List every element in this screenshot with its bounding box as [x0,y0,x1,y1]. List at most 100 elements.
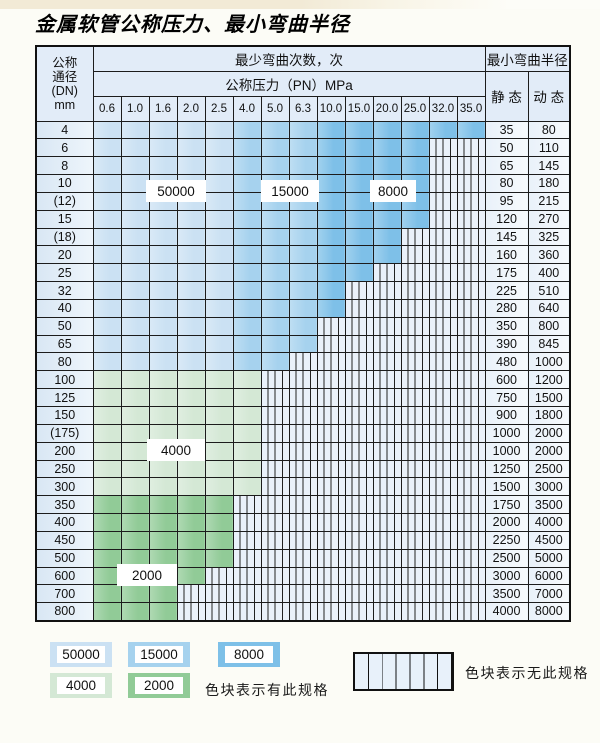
pn-cell-colored [204,388,234,407]
pn-cell-colored [176,566,206,586]
pn-cell-colored [148,495,178,515]
pn-cell-empty [316,441,346,461]
pn-cell-colored [148,298,178,318]
static-radius-cell: 390 [484,334,529,354]
pn-cell-colored [204,548,234,568]
pn-cell-colored [176,548,206,568]
dn-cell: 20 [35,245,94,265]
pn-cell-colored [148,477,178,497]
table-row: 150 900 1800 [35,406,571,425]
dn-header-line1: 公称 [52,55,78,70]
pn-cell-empty [456,477,486,497]
pn-cell-colored [372,138,402,158]
dn-cell: (18) [35,227,94,247]
legend-swatch-label: 50000 [57,646,105,663]
pn-cell-colored [232,174,262,193]
pn-cell-colored [92,120,122,140]
static-radius-cell: 2000 [484,513,529,532]
cycles-title-cell: 最少弯曲次数，次 [92,45,486,72]
legend-absent-swatch [353,652,454,691]
pn-cell-colored [176,227,206,247]
pn-cell-empty [204,566,234,586]
pressure-col-header: 35.0 [456,95,486,122]
pn-cell-empty [288,459,318,479]
dynamic-radius-cell: 270 [527,209,571,229]
dynamic-radius-cell: 1200 [527,370,571,390]
pn-cell-colored [232,388,262,407]
pn-cell-colored [148,548,178,568]
pn-cell-empty [400,370,430,390]
dynamic-radius-cell: 7000 [527,584,571,604]
pn-cell-empty [288,370,318,390]
pn-cell-colored [176,388,206,407]
pressure-col-header: 1.0 [120,95,150,122]
pn-cell-empty [372,281,402,300]
pn-cell-colored [288,281,318,300]
static-radius-cell: 80 [484,174,529,193]
pn-cell-colored [372,209,402,229]
dynamic-radius-cell: 180 [527,174,571,193]
pn-cell-colored [176,495,206,515]
pn-cell-empty [288,584,318,604]
pn-cell-empty [372,263,402,283]
pn-cell-empty [428,245,458,265]
pn-cell-empty [428,584,458,604]
pn-cell-colored [148,352,178,372]
pn-cell-empty [288,406,318,425]
table-row: (18) 145 325 [35,227,571,247]
dn-cell: 15 [35,209,94,229]
pn-cell-empty [456,530,486,550]
pn-cell-colored [92,334,122,354]
pn-cell-colored [176,370,206,390]
pn-cell-empty [344,298,374,318]
pn-cell-colored [288,245,318,265]
pn-cell-empty [400,352,430,372]
pn-cell-colored [120,459,150,479]
pressure-col-header: 2.0 [176,95,206,122]
pn-cell-empty [288,513,318,532]
pn-cell-empty [456,441,486,461]
pn-cell-colored [260,281,290,300]
pn-cell-colored [232,316,262,336]
pn-cell-colored [232,120,262,140]
static-radius-cell: 65 [484,156,529,176]
pn-cell-empty [372,566,402,586]
pn-cell-empty [316,513,346,532]
pn-cell-colored [316,209,346,229]
pn-cell-empty [260,548,290,568]
table-row: 800 4000 8000 [35,602,571,622]
pn-cell-colored [120,316,150,336]
pn-cell-colored [204,352,234,372]
pn-cell-empty [316,406,346,425]
pn-cell-empty [428,263,458,283]
pn-cell-empty [288,495,318,515]
pn-cell-empty [400,495,430,515]
pn-cell-empty [288,477,318,497]
dn-cell: 80 [35,352,94,372]
pn-cell-empty [456,388,486,407]
dn-cell: 250 [35,459,94,479]
table-row: 450 2250 4500 [35,530,571,550]
dynamic-radius-cell: 2000 [527,441,571,461]
pn-cell-colored [120,227,150,247]
pn-cell-empty [316,495,346,515]
pn-cell-colored [232,227,262,247]
pn-cell-colored [456,120,486,140]
dn-cell: 350 [35,495,94,515]
pn-cell-colored [232,477,262,497]
cycles-label-4000: 4000 [147,439,205,461]
dn-cell: 300 [35,477,94,497]
pn-cell-colored [316,227,346,247]
pn-cell-colored [148,138,178,158]
header-row-2: 公称压力（PN）MPa 静 态 动 态 [36,70,571,122]
pn-cell-colored [288,138,318,158]
pn-cell-empty [260,388,290,407]
pn-cell-empty [456,263,486,283]
pn-cell-colored [316,191,346,211]
static-radius-cell: 3000 [484,566,529,586]
pn-cell-colored [260,245,290,265]
pressure-title-cell: 公称压力（PN）MPa [92,70,486,97]
pn-cell-colored [204,530,234,550]
pn-cell-empty [428,191,458,211]
pn-cell-empty [344,477,374,497]
